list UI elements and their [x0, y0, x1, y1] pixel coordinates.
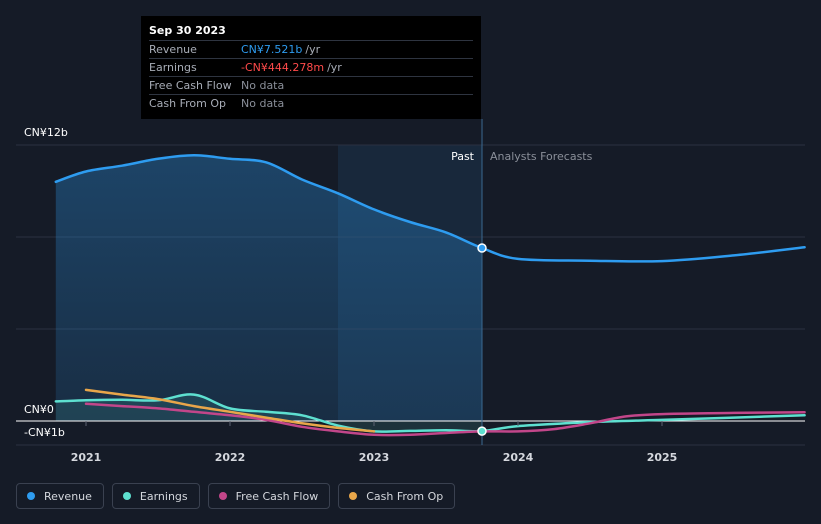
free-cash-flow-dot-icon — [218, 492, 227, 500]
y-axis-labels: CN¥12b CN¥0 -CN¥1b — [24, 126, 68, 439]
cash-from-op-dot-icon — [349, 492, 358, 500]
legend-item-revenue[interactable]: Revenue — [16, 483, 104, 509]
y-tick-label: CN¥12b — [24, 126, 68, 139]
cash-from-op-line — [84, 388, 376, 433]
past-label: Past — [451, 150, 475, 163]
tooltip-row-revenue: Revenue CN¥7.521b /yr — [149, 40, 473, 58]
x-tick-label: 2024 — [503, 451, 534, 464]
tooltip-unit: /yr — [327, 61, 342, 74]
legend-label: Free Cash Flow — [235, 489, 319, 503]
data-tooltip: Sep 30 2023 Revenue CN¥7.521b /yr Earnin… — [141, 16, 481, 119]
revenue-line — [54, 154, 806, 263]
legend-label: Cash From Op — [366, 489, 444, 503]
y-tick-label: CN¥0 — [24, 403, 54, 416]
tooltip-unit: /yr — [305, 43, 321, 56]
tooltip-label: Earnings — [149, 61, 197, 74]
free-cash-flow-line — [84, 402, 806, 437]
chart-legend: Revenue Earnings Free Cash Flow Cash Fro… — [16, 483, 456, 509]
tooltip-value: No data — [241, 79, 285, 92]
tooltip-value: CN¥7.521b — [241, 43, 303, 56]
legend-label: Earnings — [139, 489, 188, 503]
x-axis-labels: 2021 2022 2023 2024 2025 — [71, 421, 678, 464]
earnings-marker — [477, 426, 487, 436]
legend-label: Revenue — [44, 489, 92, 503]
revenue-marker — [477, 243, 487, 253]
revenue-area — [55, 155, 482, 421]
legend-item-free-cash-flow[interactable]: Free Cash Flow — [207, 483, 331, 509]
x-tick-label: 2022 — [215, 451, 246, 464]
x-tick-label: 2023 — [359, 451, 390, 464]
tooltip-row-earnings: Earnings -CN¥444.278m /yr — [149, 58, 473, 76]
series-lines — [54, 154, 806, 437]
revenue-dot-icon — [27, 492, 35, 500]
legend-item-earnings[interactable]: Earnings — [111, 483, 200, 509]
hover-markers — [477, 243, 487, 436]
tooltip-label: Revenue — [149, 43, 197, 56]
earnings-dot-icon — [122, 492, 131, 500]
x-tick-label: 2025 — [647, 451, 678, 464]
tooltip-label: Cash From Op — [149, 97, 227, 110]
x-tick-label: 2021 — [71, 451, 102, 464]
tooltip-date: Sep 30 2023 — [149, 24, 226, 37]
tooltip-label: Free Cash Flow — [149, 79, 232, 92]
tooltip-row-free-cash-flow: Free Cash Flow No data — [149, 76, 473, 94]
tooltip-value: No data — [241, 97, 285, 110]
tooltip-value: -CN¥444.278m — [241, 61, 325, 74]
legend-item-cash-from-op[interactable]: Cash From Op — [338, 483, 456, 509]
y-tick-label: -CN¥1b — [24, 426, 65, 439]
analysts-forecasts-label: Analysts Forecasts — [490, 150, 593, 163]
tooltip-row-cash-from-op: Cash From Op No data — [149, 94, 473, 112]
